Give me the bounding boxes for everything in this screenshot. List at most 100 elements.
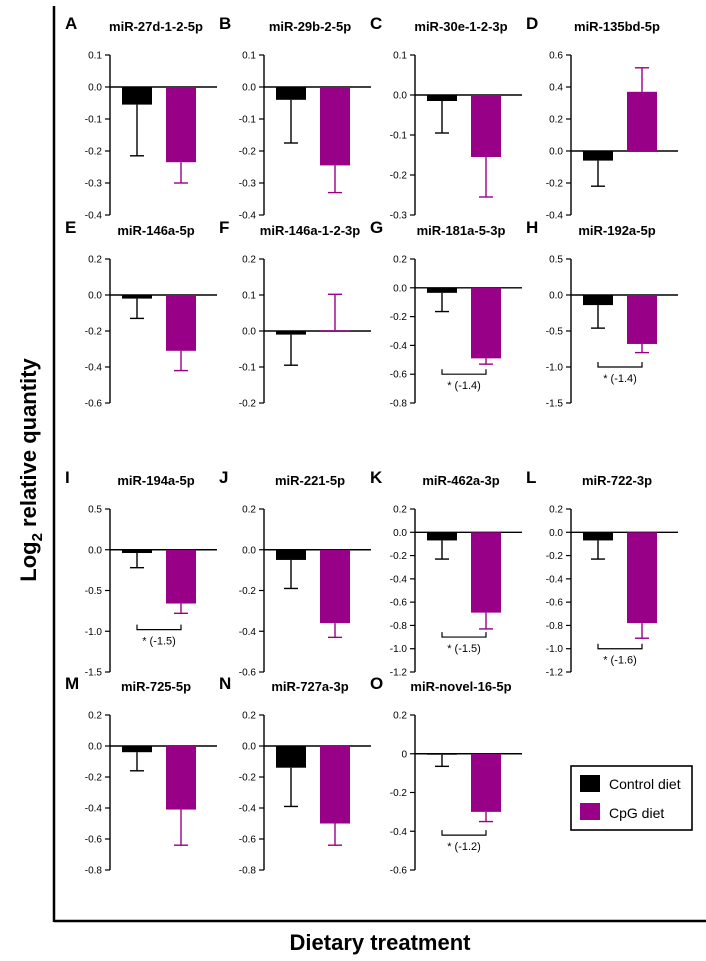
y-tick-label-c: -0.2 [390, 171, 408, 182]
y-tick-label-k: -0.6 [390, 598, 408, 609]
y-tick-label-f: -0.2 [239, 399, 257, 410]
y-tick-label-j: -0.2 [239, 586, 257, 597]
y-tick-label-j: 0.0 [242, 545, 256, 556]
y-axis-title-subscript: 2 [29, 533, 46, 541]
panel-title-e: miR-146a-5p [117, 223, 194, 238]
y-tick-label-c: 0.1 [393, 51, 407, 62]
bar-control-o [427, 753, 457, 755]
y-tick-label-g: -0.6 [390, 370, 408, 381]
y-tick-label-j: -0.6 [239, 668, 257, 679]
y-tick-label-o: -0.4 [390, 827, 408, 838]
bar-cpg-o [471, 753, 501, 812]
y-tick-label-g: 0.0 [393, 283, 407, 294]
significance-label-l: * (-1.6) [603, 655, 637, 667]
y-tick-label-a: -0.2 [85, 147, 103, 158]
y-tick-label-j: -0.4 [239, 627, 257, 638]
x-axis-title: Dietary treatment [290, 930, 472, 955]
legend-swatch-control [580, 775, 600, 792]
panel-title-l: miR-722-3p [582, 473, 652, 488]
y-tick-label-h: -1.5 [546, 399, 564, 410]
panel-title-b: miR-29b-2-5p [269, 19, 351, 34]
panel-letter-h: H [526, 218, 538, 237]
bar-control-k [427, 532, 457, 541]
y-tick-label-h: -1.0 [546, 363, 564, 374]
y-tick-label-d: -0.4 [546, 211, 564, 222]
bar-control-g [427, 287, 457, 293]
y-tick-label-g: -0.2 [390, 312, 408, 323]
significance-bracket-l [597, 643, 643, 650]
panel-title-i: miR-194a-5p [117, 473, 194, 488]
panel-letter-b: B [219, 14, 231, 33]
y-tick-label-a: -0.4 [85, 211, 103, 222]
y-tick-label-d: 0.0 [549, 147, 563, 158]
bar-control-h [583, 295, 613, 306]
legend-swatch-cpg [580, 803, 600, 820]
y-tick-label-o: 0 [401, 749, 407, 760]
y-tick-label-i: -1.0 [85, 627, 103, 638]
y-tick-label-b: 0.0 [242, 83, 256, 94]
significance-bracket-i [136, 624, 182, 631]
y-tick-label-m: -0.4 [85, 804, 103, 815]
y-tick-label-f: 0.2 [242, 255, 256, 266]
panel-title-c: miR-30e-1-2-3p [414, 19, 507, 34]
bar-control-l [583, 532, 613, 541]
panel-letter-e: E [65, 218, 76, 237]
y-tick-label-l: -1.0 [546, 644, 564, 655]
y-tick-label-a: -0.3 [85, 179, 103, 190]
y-tick-label-l: -0.6 [546, 598, 564, 609]
y-tick-label-n: -0.6 [239, 835, 257, 846]
y-tick-label-d: 0.4 [549, 83, 563, 94]
bar-control-a [122, 87, 152, 105]
y-tick-label-f: 0.0 [242, 327, 256, 338]
y-axis-title-main: Log [16, 541, 41, 581]
legend-label-cpg: CpG diet [609, 805, 664, 821]
panel-title-k: miR-462a-3p [422, 473, 499, 488]
bar-cpg-h [627, 295, 657, 344]
bar-cpg-b [320, 87, 350, 166]
y-tick-label-a: -0.1 [85, 115, 103, 126]
y-tick-label-k: -1.2 [390, 668, 408, 679]
significance-bracket-k [441, 632, 487, 638]
bar-control-f [276, 331, 306, 335]
bar-cpg-a [166, 87, 196, 163]
y-tick-label-k: 0.0 [393, 528, 407, 539]
y-tick-label-e: -0.2 [85, 327, 103, 338]
bar-cpg-f [320, 330, 350, 332]
panel-title-m: miR-725-5p [121, 679, 191, 694]
y-tick-label-n: 0.2 [242, 711, 256, 722]
panel-title-d: miR-135bd-5p [574, 19, 660, 34]
panel-letter-k: K [370, 468, 383, 487]
bar-cpg-m [166, 746, 196, 810]
significance-label-i: * (-1.5) [142, 636, 176, 648]
y-axis-title: Log2 relative quantity [16, 357, 46, 581]
significance-bracket-o [441, 830, 487, 836]
y-tick-label-c: -0.3 [390, 211, 408, 222]
y-tick-label-a: 0.0 [88, 83, 102, 94]
bar-control-b [276, 87, 306, 100]
y-tick-label-e: 0.2 [88, 255, 102, 266]
y-tick-label-o: 0.2 [393, 711, 407, 722]
bar-cpg-k [471, 532, 501, 613]
bar-cpg-i [166, 549, 196, 604]
y-tick-label-m: -0.8 [85, 866, 103, 877]
y-tick-label-i: -1.5 [85, 668, 103, 679]
y-tick-label-h: 0.0 [549, 291, 563, 302]
panel-title-a: miR-27d-1-2-5p [109, 19, 203, 34]
y-tick-label-g: -0.8 [390, 399, 408, 410]
panel-letter-l: L [526, 468, 536, 487]
panel-letter-m: M [65, 674, 79, 693]
y-tick-label-n: -0.8 [239, 866, 257, 877]
panel-letter-o: O [370, 674, 383, 693]
panel-letter-n: N [219, 674, 231, 693]
y-tick-label-j: 0.2 [242, 505, 256, 516]
significance-bracket-h [597, 362, 643, 368]
